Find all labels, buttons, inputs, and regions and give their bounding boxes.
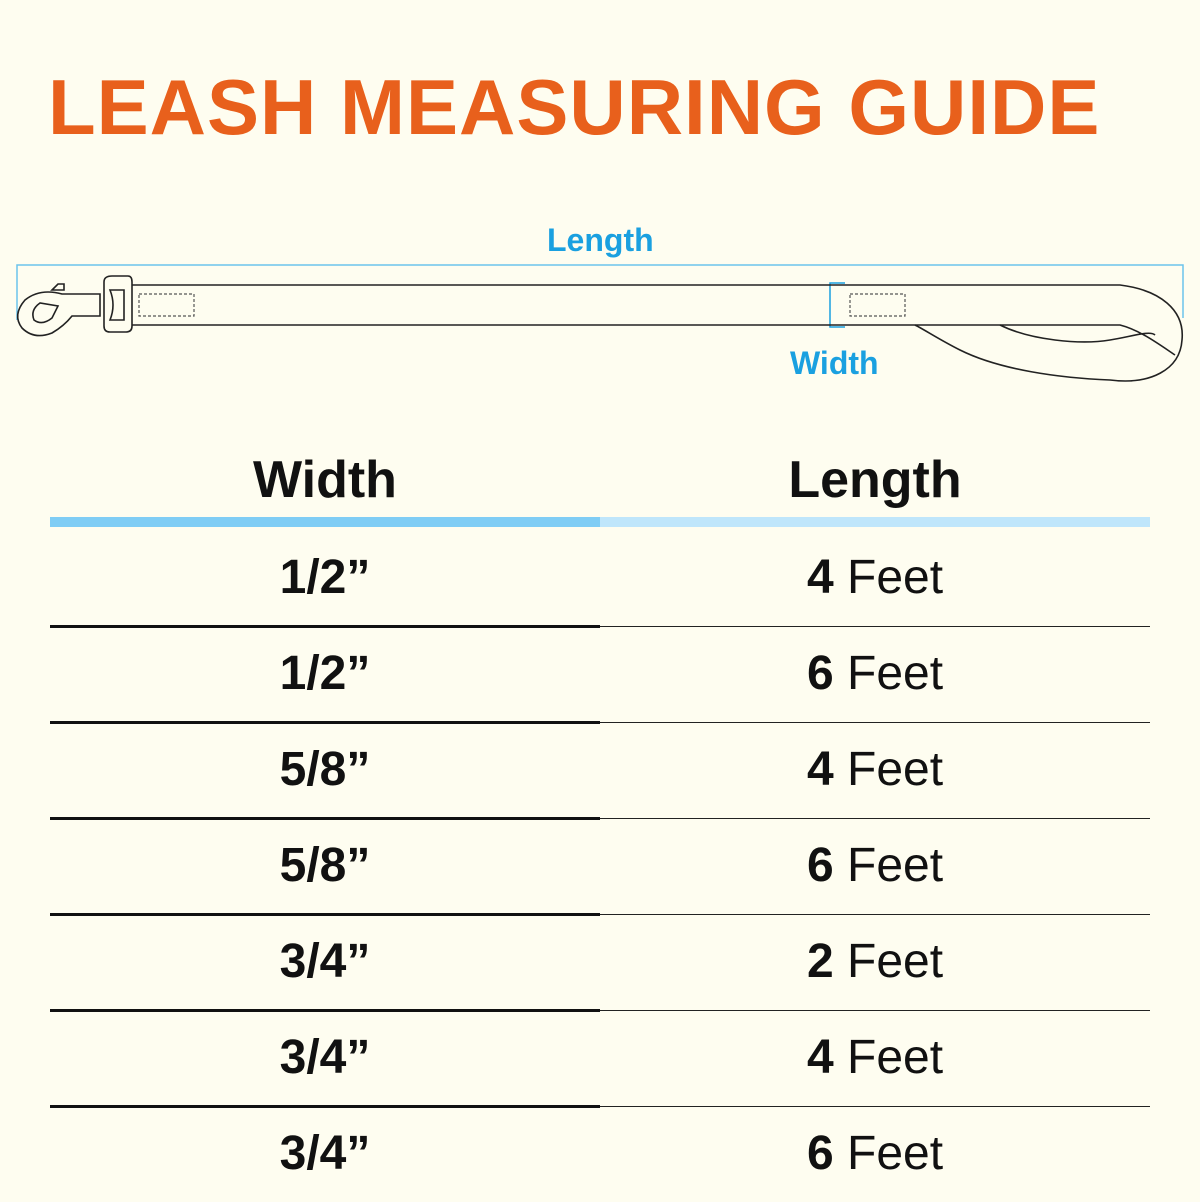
length-number: 2: [806, 935, 834, 988]
row-divider-right: [600, 913, 1150, 915]
length-number: 6: [806, 647, 834, 700]
length-cell: 6 Feet: [600, 818, 1150, 914]
length-unit: Feet: [847, 1127, 944, 1180]
length-cell: 4 Feet: [600, 530, 1150, 626]
length-cell: 4 Feet: [600, 722, 1150, 818]
header-width: Width: [253, 451, 397, 509]
length-cell: 6 Feet: [600, 1106, 1150, 1202]
length-number: 4: [806, 551, 834, 604]
length-cell: 2 Feet: [600, 914, 1150, 1010]
row-divider-left: [50, 817, 600, 820]
table-row: 5/8” 4 Feet: [50, 722, 1150, 820]
length-label: Length: [547, 222, 654, 258]
leash-strap: [124, 284, 1183, 382]
row-divider-left: [50, 1009, 600, 1012]
length-unit: Feet: [847, 935, 944, 988]
row-divider-left: [50, 1105, 600, 1108]
width-dimension-bracket: [829, 282, 845, 328]
length-unit: Feet: [847, 743, 944, 796]
row-divider-left: [50, 913, 600, 916]
row-divider-right: [600, 1009, 1150, 1011]
width-cell: 1/2”: [279, 647, 371, 700]
stitching: [138, 293, 906, 317]
length-cell: 4 Feet: [600, 1010, 1150, 1106]
width-cell: 3/4”: [279, 935, 371, 988]
length-number: 6: [806, 1127, 834, 1180]
length-unit: Feet: [847, 551, 944, 604]
length-unit: Feet: [847, 647, 944, 700]
table-row: 5/8” 6 Feet: [50, 818, 1150, 916]
length-unit: Feet: [847, 1031, 944, 1084]
length-number: 6: [806, 839, 834, 892]
width-cell: 1/2”: [279, 551, 371, 604]
table-row: 1/2” 6 Feet: [50, 626, 1150, 724]
length-number: 4: [806, 743, 834, 796]
snap-hook-icon: [16, 275, 133, 337]
length-dimension-line: [16, 264, 1184, 320]
table-row: 3/4” 2 Feet: [50, 914, 1150, 1012]
width-cell: 3/4”: [279, 1031, 371, 1084]
width-label: Width: [790, 345, 879, 381]
row-divider-right: [600, 1105, 1150, 1107]
leash-diagram: [16, 264, 1184, 382]
length-unit: Feet: [847, 839, 944, 892]
row-divider-right: [600, 721, 1150, 723]
width-cell: 3/4”: [279, 1127, 371, 1180]
header-bar-left: [50, 517, 600, 527]
length-number: 4: [806, 1031, 834, 1084]
width-cell: 5/8”: [279, 839, 371, 892]
table-row: 3/4” 6 Feet: [50, 1106, 1150, 1202]
row-divider-left: [50, 625, 600, 628]
row-divider-right: [600, 625, 1150, 627]
length-cell: 6 Feet: [600, 626, 1150, 722]
width-cell: 5/8”: [279, 743, 371, 796]
row-divider-left: [50, 721, 600, 724]
page-title: LEASH MEASURING GUIDE: [48, 63, 1101, 151]
table-row: 3/4” 4 Feet: [50, 1010, 1150, 1108]
table-row: 1/2” 4 Feet: [50, 530, 1150, 628]
row-divider-right: [600, 817, 1150, 819]
header-bar-right: [600, 517, 1150, 527]
header-length: Length: [788, 451, 962, 509]
